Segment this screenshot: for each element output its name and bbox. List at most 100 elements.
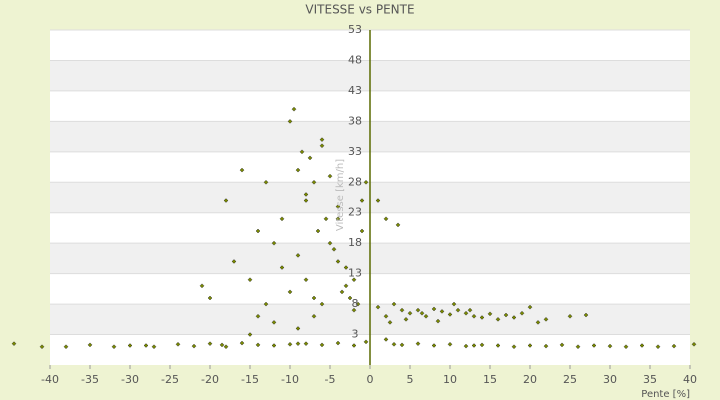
x-tick-label: 35 — [643, 373, 657, 386]
y-tick-label: 8 — [352, 297, 359, 310]
point — [487, 311, 493, 317]
point — [151, 344, 157, 350]
point — [355, 301, 361, 307]
point — [311, 179, 317, 185]
point — [291, 106, 297, 112]
y-tick-label: 13 — [348, 267, 362, 280]
point — [255, 313, 261, 319]
point — [303, 192, 309, 197]
point — [431, 343, 437, 348]
point — [387, 320, 393, 325]
point — [495, 343, 501, 348]
point — [339, 289, 345, 295]
point — [199, 283, 205, 289]
point — [11, 341, 17, 347]
y-tick-label: 18 — [348, 236, 362, 249]
point — [263, 301, 269, 307]
point — [383, 337, 389, 342]
y-tick-label: 23 — [348, 206, 362, 219]
x-tick-label: -30 — [121, 373, 139, 386]
point — [295, 253, 301, 258]
point — [403, 316, 409, 322]
x-tick-label: -25 — [161, 373, 179, 386]
point — [671, 343, 677, 349]
point — [39, 344, 45, 350]
point — [395, 222, 401, 228]
point — [543, 343, 549, 349]
point — [691, 341, 697, 347]
x-tick-label: 0 — [367, 373, 374, 386]
point — [359, 198, 365, 203]
point — [655, 344, 661, 350]
point — [431, 306, 437, 312]
point — [347, 295, 353, 301]
point — [447, 341, 453, 347]
point — [415, 341, 421, 347]
point — [399, 342, 405, 348]
point — [271, 240, 277, 246]
point — [447, 312, 453, 317]
y-tick-label: 53 — [348, 23, 362, 36]
point — [363, 339, 369, 345]
point — [511, 344, 517, 350]
chart-title: VITESSE vs PENTE — [305, 3, 414, 17]
point — [471, 343, 477, 348]
point — [223, 198, 229, 203]
point — [331, 246, 337, 252]
point — [335, 259, 341, 264]
point — [295, 326, 301, 331]
point — [255, 342, 261, 348]
x-tick-label: -20 — [201, 373, 219, 386]
y-tick-label: 3 — [352, 328, 359, 341]
point — [299, 149, 305, 155]
point — [511, 315, 517, 320]
point — [279, 265, 285, 270]
point — [407, 310, 413, 316]
x-tick-label: -35 — [81, 373, 99, 386]
point — [583, 312, 589, 318]
x-tick-label: 20 — [523, 373, 537, 386]
points — [11, 106, 697, 350]
point — [219, 342, 225, 348]
point — [223, 344, 229, 350]
point — [127, 343, 133, 348]
point — [375, 198, 381, 203]
point — [467, 307, 473, 313]
point — [311, 295, 317, 301]
x-tick-label: 10 — [443, 373, 457, 386]
x-tick-label: -10 — [281, 373, 299, 386]
point — [295, 167, 301, 173]
point — [239, 340, 245, 346]
point — [575, 344, 581, 350]
point — [327, 240, 333, 246]
point — [175, 341, 181, 347]
point — [335, 340, 341, 346]
x-tick-label: -40 — [41, 373, 59, 386]
point — [271, 343, 277, 348]
axes — [49, 30, 691, 369]
point — [287, 341, 293, 347]
point — [287, 289, 293, 295]
point — [191, 343, 197, 349]
point — [247, 277, 253, 283]
point — [319, 143, 325, 149]
point — [279, 216, 285, 222]
point — [607, 343, 613, 349]
point — [111, 344, 117, 350]
point — [335, 216, 341, 222]
point — [255, 228, 261, 234]
point — [383, 216, 389, 222]
point — [419, 310, 425, 316]
point — [495, 316, 501, 322]
point — [639, 343, 645, 348]
point — [567, 313, 573, 319]
point — [463, 310, 469, 316]
x-axis-label: Pente [%] — [641, 389, 690, 400]
point — [623, 344, 629, 350]
x-tick-label: 5 — [407, 373, 414, 386]
point — [503, 312, 509, 318]
point — [303, 341, 309, 347]
point — [63, 344, 69, 350]
point — [399, 307, 405, 313]
